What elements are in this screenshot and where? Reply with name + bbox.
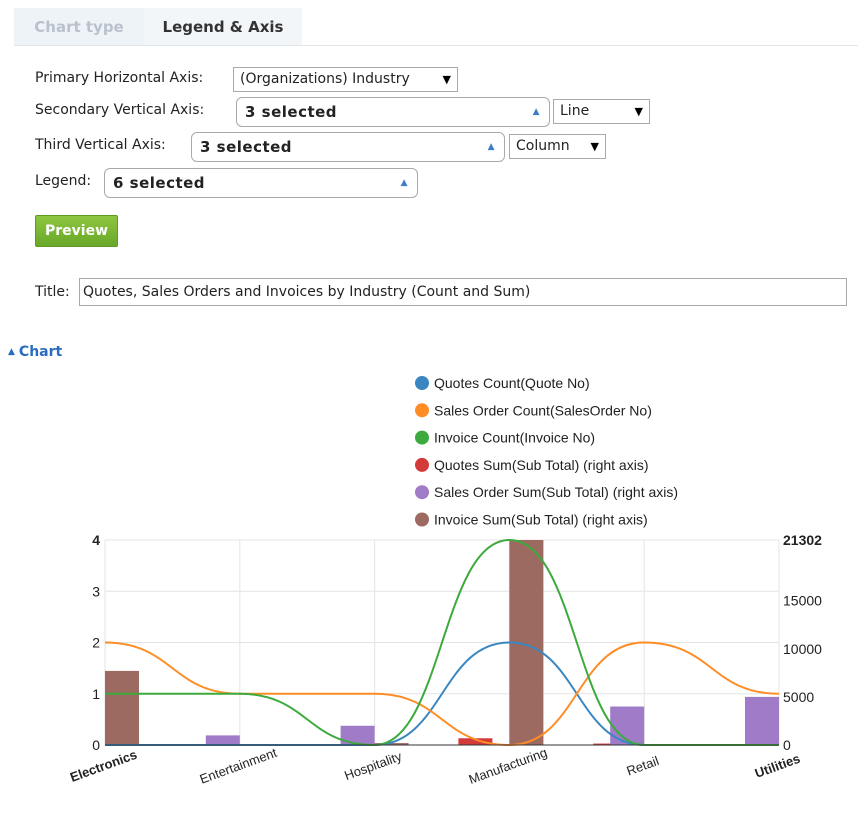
- legend-multiselect[interactable]: 6 selected ▲: [104, 168, 418, 198]
- right-axis-tick-label: 10000: [783, 641, 822, 657]
- secondary-axis-multiselect[interactable]: 3 selected ▲: [236, 97, 550, 127]
- right-axis-tick-label: 21302: [783, 532, 822, 548]
- primary-axis-value: (Organizations) Industry: [240, 71, 410, 87]
- legend-label: Sales Order Sum(Sub Total) (right axis): [434, 484, 678, 500]
- legend-label: Quotes Count(Quote No): [434, 375, 590, 391]
- updown-arrows-icon: ▲: [400, 178, 408, 188]
- chart-section-label: Chart: [18, 344, 63, 360]
- legend-value: 6 selected: [113, 174, 206, 192]
- legend-marker: [415, 430, 429, 445]
- x-axis-tick-label: Electronics: [68, 747, 139, 785]
- right-axis-tick-label: 0: [783, 737, 791, 753]
- dropdown-arrow-icon: ▼: [442, 73, 451, 86]
- tab-divider: [14, 45, 858, 46]
- x-axis-tick-label: Entertainment: [198, 745, 280, 787]
- bar: [745, 696, 779, 745]
- chart-grid: [104, 539, 780, 746]
- x-axis-tick-label: Hospitality: [342, 748, 404, 783]
- bar: [610, 706, 645, 745]
- collapse-caret-icon: ▲: [8, 347, 15, 357]
- title-input[interactable]: Quotes, Sales Orders and Invoices by Ind…: [79, 278, 847, 306]
- secondary-axis-type-value: Line: [560, 103, 590, 119]
- left-axis-tick-label: 1: [92, 686, 100, 702]
- right-axis-tick-label: 15000: [783, 593, 822, 609]
- legend-label: Sales Order Count(SalesOrder No): [434, 402, 652, 418]
- secondary-axis-type-select[interactable]: Line ▼: [553, 99, 650, 124]
- preview-button[interactable]: Preview: [35, 215, 118, 247]
- left-axis-tick-label: 2: [92, 635, 100, 651]
- updown-arrows-icon: ▲: [487, 142, 495, 152]
- left-axis-tick-label: 0: [92, 737, 100, 753]
- tab-legend-axis[interactable]: Legend & Axis: [144, 8, 302, 46]
- bar: [458, 738, 493, 745]
- dropdown-arrow-icon: ▼: [590, 140, 599, 153]
- legend-label: Invoice Count(Invoice No): [434, 430, 595, 446]
- chart-section-toggle[interactable]: ▲ Chart: [8, 344, 62, 360]
- updown-arrows-icon: ▲: [532, 107, 540, 117]
- right-axis-tick-label: 5000: [783, 689, 814, 705]
- legend-label: Quotes Sum(Sub Total) (right axis): [434, 457, 649, 473]
- bar: [374, 743, 409, 745]
- dropdown-arrow-icon: ▼: [634, 105, 643, 118]
- third-axis-value: 3 selected: [200, 138, 293, 156]
- legend-label: Legend:: [35, 173, 92, 189]
- x-axis-tick-label: Manufacturing: [467, 745, 550, 787]
- bar: [509, 540, 544, 745]
- x-axis-tick-label: Utilities: [753, 751, 802, 781]
- legend-marker: [415, 376, 429, 390]
- secondary-axis-value: 3 selected: [245, 103, 338, 121]
- bar: [105, 670, 139, 745]
- primary-axis-label: Primary Horizontal Axis:: [35, 70, 204, 86]
- chart-lines: [104, 538, 780, 747]
- third-axis-type-select[interactable]: Column ▼: [509, 134, 606, 159]
- title-label: Title:: [35, 284, 70, 300]
- chart-axes: 0 1 2 3 4 0 5000 10000 15000 21302 Electronics Ente…: [68, 532, 822, 787]
- legend-marker: [415, 485, 429, 500]
- x-axis-tick-label: Retail: [624, 753, 660, 779]
- primary-axis-select[interactable]: (Organizations) Industry ▼: [233, 67, 458, 92]
- bar: [205, 735, 240, 745]
- tab-bar: Chart type Legend & Axis: [14, 8, 302, 46]
- series-line: [104, 538, 779, 747]
- series-line: [105, 641, 779, 747]
- bar: [340, 725, 375, 745]
- bar: [593, 743, 628, 745]
- chart-legend: Quotes Count(Quote No) Sales Order Count(…: [415, 375, 678, 528]
- chart-bars: [105, 540, 779, 745]
- secondary-axis-label: Secondary Vertical Axis:: [35, 102, 205, 118]
- legend-label: Invoice Sum(Sub Total) (right axis): [434, 512, 648, 528]
- third-axis-type-value: Column: [516, 138, 570, 154]
- legend-marker: [415, 512, 429, 527]
- left-axis-tick-label: 4: [92, 532, 100, 548]
- left-axis-tick-label: 3: [92, 583, 100, 599]
- third-axis-multiselect[interactable]: 3 selected ▲: [191, 132, 505, 162]
- tab-chart-type[interactable]: Chart type: [14, 8, 144, 46]
- third-axis-label: Third Vertical Axis:: [35, 137, 166, 153]
- series-line: [104, 641, 780, 747]
- legend-marker: [415, 457, 429, 472]
- legend-marker: [415, 403, 429, 418]
